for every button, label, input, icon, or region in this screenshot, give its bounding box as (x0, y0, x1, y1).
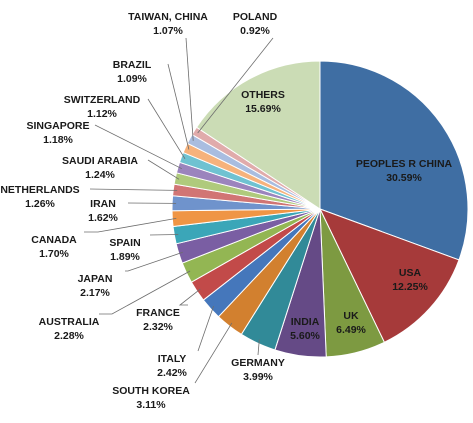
slice-label-uk: UK (343, 310, 359, 322)
slice-label-iran: IRAN (90, 198, 116, 210)
slice-value-switzerland: 1.12% (87, 108, 117, 120)
pie-slice-usa (319, 208, 460, 343)
slice-labels: PEOPLES R CHINA 30.59% USA 12.25% UK 6.49% IND… (0, 11, 452, 411)
slice-value-india: 5.60% (290, 330, 320, 342)
leader-line-france (178, 288, 201, 306)
slice-value-brazil: 1.09% (117, 73, 147, 85)
slice-label-australia: AUSTRALIA (39, 316, 100, 328)
slice-label-germany: GERMANY (231, 357, 285, 369)
pie-slice-others (195, 60, 321, 210)
leader-line-canada (84, 218, 177, 233)
leader-line-poland (197, 37, 274, 134)
slice-label-japan: JAPAN (78, 273, 113, 285)
slice-label-switzerland: SWITZERLAND (64, 94, 141, 106)
leader-line-taiwan-china (185, 37, 194, 141)
leader-line-spain (149, 234, 179, 236)
slice-label-others: OTHERS (241, 89, 285, 101)
slice-value-iran: 1.62% (88, 212, 118, 224)
leader-line-brazil (167, 63, 190, 150)
leader-line-switzerland (147, 98, 186, 160)
slice-label-netherlands: NETHERLANDS (0, 184, 79, 196)
leader-line-saudi-arabia (147, 159, 180, 180)
slice-value-usa: 12.25% (392, 281, 428, 293)
slice-label-spain: SPAIN (109, 237, 140, 249)
slice-value-japan: 2.17% (80, 287, 110, 299)
slice-label-poland: POLAND (233, 11, 278, 23)
slice-value-spain: 1.89% (110, 251, 140, 263)
slice-value-others: 15.69% (245, 103, 281, 115)
pie-slices (171, 60, 469, 358)
slice-label-india: INDIA (291, 316, 320, 328)
slice-value-saudi-arabia: 1.24% (85, 169, 115, 181)
slice-label-italy: ITALY (158, 353, 187, 365)
leader-line-germany (257, 339, 260, 356)
slice-value-australia: 2.28% (54, 330, 84, 342)
leader-line-japan (125, 251, 183, 272)
slice-value-south-korea: 3.11% (136, 399, 166, 411)
slice-value-peoples-r-china: 30.59% (386, 172, 422, 184)
slice-value-germany: 3.99% (243, 371, 273, 383)
slice-value-poland: 0.92% (240, 25, 270, 37)
leader-line-netherlands (89, 188, 178, 191)
leader-line-italy (197, 305, 214, 352)
slice-label-brazil: BRAZIL (113, 59, 152, 71)
slice-value-italy: 2.42% (157, 367, 187, 379)
slice-label-taiwan-china: TAIWAN, CHINA (128, 11, 208, 23)
slice-value-taiwan-china: 1.07% (153, 25, 183, 37)
leader-lines (84, 37, 274, 384)
slice-value-canada: 1.70% (39, 248, 69, 260)
leader-line-australia (99, 270, 191, 315)
slice-value-france: 2.32% (143, 321, 173, 333)
slice-value-uk: 6.49% (336, 324, 366, 336)
slice-label-usa: USA (399, 267, 422, 279)
slice-label-canada: CANADA (31, 234, 77, 246)
leader-line-singapore (94, 124, 182, 170)
slice-label-south-korea: SOUTH KOREA (112, 385, 190, 397)
slice-label-france: FRANCE (136, 307, 180, 319)
slice-value-singapore: 1.18% (43, 134, 73, 146)
pie-slice-peoples-r-china (319, 60, 469, 261)
leader-line-south-korea (194, 322, 233, 384)
slice-label-peoples-r-china: PEOPLES R CHINA (356, 158, 453, 170)
slice-label-saudi-arabia: SAUDI ARABIA (62, 155, 138, 167)
slice-value-netherlands: 1.26% (25, 198, 55, 210)
slice-label-singapore: SINGAPORE (26, 120, 89, 132)
